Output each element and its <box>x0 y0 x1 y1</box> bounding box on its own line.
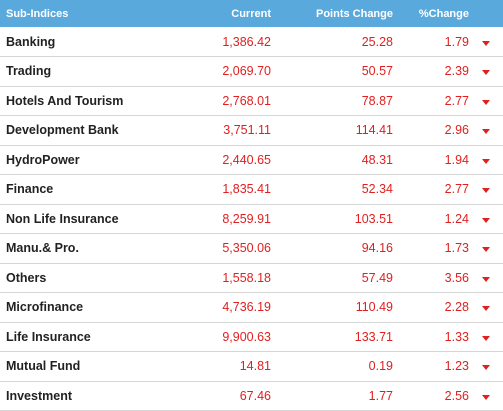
current-value: 4,736.19 <box>222 300 271 315</box>
table-row[interactable]: Development Bank 3,751.11 114.41 2.96 <box>0 116 503 146</box>
current-value: 5,350.06 <box>222 241 271 256</box>
table-row[interactable]: HydroPower 2,440.65 48.31 1.94 <box>0 145 503 175</box>
points-change: 52.34 <box>361 182 393 197</box>
current-value: 1,558.18 <box>222 270 271 285</box>
points-change: 0.19 <box>368 359 393 374</box>
table-row[interactable]: Hotels And Tourism 2,768.01 78.87 2.77 <box>0 86 503 116</box>
down-arrow-icon <box>482 70 490 76</box>
index-name: Manu.& Pro. <box>6 241 79 256</box>
index-name: Microfinance <box>6 300 84 315</box>
down-arrow-icon <box>482 335 490 341</box>
current-value: 2,069.70 <box>222 64 271 79</box>
table-row[interactable]: Others 1,558.18 57.49 3.56 <box>0 263 503 293</box>
points-change: 78.87 <box>361 93 393 108</box>
points-change: 25.28 <box>361 34 393 49</box>
percent-change: 2.28 <box>444 300 469 315</box>
index-name: Mutual Fund <box>6 359 81 374</box>
points-change: 50.57 <box>361 64 393 79</box>
table-header: Sub-Indices Current Points Change %Chang… <box>0 0 503 27</box>
current-value: 1,835.41 <box>222 182 271 197</box>
percent-change: 1.73 <box>444 241 469 256</box>
trend-cell <box>469 86 503 116</box>
current-value: 3,751.11 <box>223 123 271 138</box>
index-name: Development Bank <box>6 123 119 138</box>
table-row[interactable]: Microfinance 4,736.19 110.49 2.28 <box>0 293 503 323</box>
current-value: 9,900.63 <box>222 329 271 344</box>
trend-cell <box>469 352 503 382</box>
percent-change: 2.56 <box>444 388 469 403</box>
current-value: 1,386.42 <box>222 34 271 49</box>
index-name: Hotels And Tourism <box>6 93 124 108</box>
percent-change: 2.77 <box>444 182 469 197</box>
table-row[interactable]: Manu.& Pro. 5,350.06 94.16 1.73 <box>0 234 503 264</box>
trend-cell <box>469 175 503 205</box>
points-change: 48.31 <box>361 152 393 167</box>
points-change: 110.49 <box>355 300 393 315</box>
current-value: 8,259.91 <box>222 211 271 226</box>
down-arrow-icon <box>482 247 490 253</box>
percent-change: 2.39 <box>444 64 469 79</box>
table-row[interactable]: Finance 1,835.41 52.34 2.77 <box>0 175 503 205</box>
table-row[interactable]: Trading 2,069.70 50.57 2.39 <box>0 57 503 87</box>
down-arrow-icon <box>482 158 490 164</box>
trend-cell <box>469 57 503 87</box>
header-current[interactable]: Current <box>231 7 271 20</box>
trend-cell <box>469 204 503 234</box>
index-name: Life Insurance <box>6 329 91 344</box>
percent-change: 1.33 <box>444 329 469 344</box>
index-name: Others <box>6 270 47 285</box>
table-row[interactable]: Mutual Fund 14.81 0.19 1.23 <box>0 352 503 382</box>
index-name: Banking <box>6 34 56 49</box>
down-arrow-icon <box>482 276 490 282</box>
percent-change: 1.94 <box>444 152 469 167</box>
current-value: 67.46 <box>239 388 271 403</box>
current-value: 2,768.01 <box>222 93 271 108</box>
percent-change: 1.23 <box>444 359 469 374</box>
trend-cell <box>469 322 503 352</box>
percent-change: 2.96 <box>444 123 469 138</box>
down-arrow-icon <box>482 306 490 312</box>
points-change: 57.49 <box>361 270 393 285</box>
percent-change: 1.24 <box>444 211 469 226</box>
points-change: 1.77 <box>368 388 393 403</box>
down-arrow-icon <box>482 394 490 400</box>
table-row[interactable]: Banking 1,386.42 25.28 1.79 <box>0 27 503 57</box>
down-arrow-icon <box>482 99 490 105</box>
points-change: 133.71 <box>354 329 393 344</box>
index-name: Investment <box>6 388 72 403</box>
index-name: Trading <box>6 64 52 79</box>
index-name: Finance <box>6 182 54 197</box>
trend-cell <box>469 293 503 323</box>
points-change: 114.41 <box>355 123 393 138</box>
down-arrow-icon <box>482 217 490 223</box>
percent-change: 3.56 <box>444 270 469 285</box>
trend-cell <box>469 145 503 175</box>
trend-cell <box>469 116 503 146</box>
current-value: 2,440.65 <box>222 152 271 167</box>
trend-cell <box>469 381 503 411</box>
trend-cell <box>469 27 503 57</box>
index-name: Non Life Insurance <box>6 211 119 226</box>
header-pct-change[interactable]: %Change <box>418 7 469 20</box>
table-row[interactable]: Life Insurance 9,900.63 133.71 1.33 <box>0 322 503 352</box>
table-row[interactable]: Investment 67.46 1.77 2.56 <box>0 381 503 411</box>
trend-cell <box>469 263 503 293</box>
table-row[interactable]: Non Life Insurance 8,259.91 103.51 1.24 <box>0 204 503 234</box>
index-name: HydroPower <box>6 152 80 167</box>
header-sub-indices[interactable]: Sub-Indices <box>6 7 69 20</box>
down-arrow-icon <box>482 365 490 371</box>
points-change: 94.16 <box>361 241 393 256</box>
percent-change: 2.77 <box>444 93 469 108</box>
down-arrow-icon <box>482 40 490 46</box>
percent-change: 1.79 <box>444 34 469 49</box>
down-arrow-icon <box>482 188 490 194</box>
header-trend <box>469 0 503 27</box>
trend-cell <box>469 234 503 264</box>
header-points-change[interactable]: Points Change <box>315 7 393 20</box>
current-value: 14.81 <box>239 359 271 374</box>
down-arrow-icon <box>482 129 490 135</box>
points-change: 103.51 <box>354 211 393 226</box>
